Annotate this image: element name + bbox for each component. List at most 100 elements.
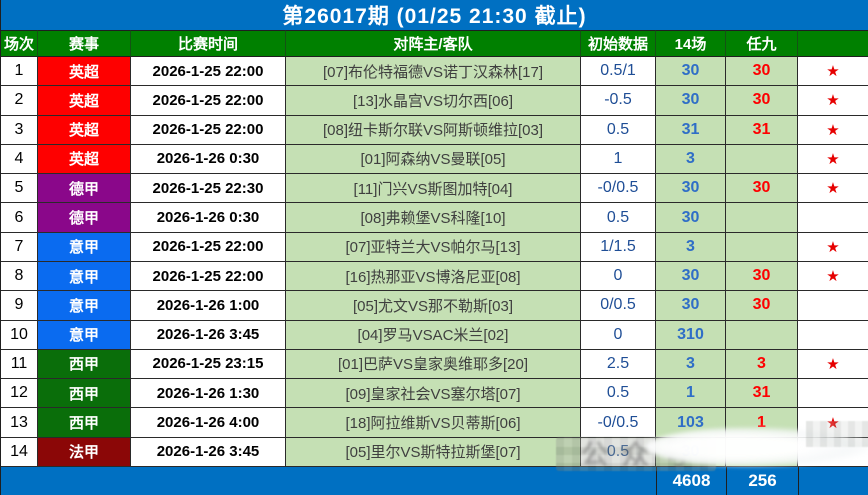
match-teams: [01]巴萨VS皇家奥维耶多[20] (286, 349, 581, 380)
header-star (798, 30, 868, 57)
table-header: 场次 赛事 比赛时间 对阵主/客队 初始数据 14场 任九 (1, 30, 868, 57)
star-icon (798, 437, 868, 467)
match-teams: [07]亚特兰大VS帕尔马[13] (286, 232, 581, 262)
star-icon (798, 291, 868, 321)
value-ren9: 3 (726, 349, 798, 380)
league-badge: 西甲 (38, 349, 131, 380)
total-14-games: 4608 (656, 467, 726, 495)
league-badge: 英超 (38, 57, 131, 87)
match-teams: [07]布伦特福德VS诺丁汉森林[17] (286, 57, 581, 87)
value-14-games: 30 (656, 291, 726, 321)
match-number: 4 (1, 144, 38, 175)
star-icon (798, 203, 868, 233)
match-number: 13 (1, 408, 38, 438)
value-14-games: 30 (656, 261, 726, 292)
table-row: 10 意甲 2026-1-26 3:45 [04]罗马VSAC米兰[02] 0 … (1, 320, 868, 350)
match-number: 14 (1, 437, 38, 467)
value-14-games: 31 (656, 115, 726, 145)
initial-odds: 0.5 (581, 203, 656, 233)
match-number: 5 (1, 174, 38, 204)
star-icon (798, 320, 868, 350)
header-teams: 对阵主/客队 (286, 30, 581, 57)
value-ren9: 30 (726, 291, 798, 321)
table-row: 1 英超 2026-1-25 22:00 [07]布伦特福德VS诺丁汉森林[17… (1, 57, 868, 87)
match-time: 2026-1-26 1:00 (131, 291, 286, 321)
league-badge: 西甲 (38, 408, 131, 438)
initial-odds: 0/0.5 (581, 291, 656, 321)
match-number: 1 (1, 57, 38, 87)
initial-odds: -0.5 (581, 86, 656, 116)
initial-odds: -0/0.5 (581, 174, 656, 204)
match-number: 8 (1, 261, 38, 292)
value-ren9 (726, 203, 798, 233)
value-14-games: 310 (656, 320, 726, 350)
match-number: 2 (1, 86, 38, 116)
header-match-time: 比赛时间 (131, 30, 286, 57)
table-row: 8 意甲 2026-1-25 22:00 [16]热那亚VS博洛尼亚[08] 0… (1, 261, 868, 292)
table-row: 3 英超 2026-1-25 22:00 [08]纽卡斯尔联VS阿斯顿维拉[03… (1, 115, 868, 145)
value-ren9: 30 (726, 174, 798, 204)
match-teams: [04]罗马VSAC米兰[02] (286, 320, 581, 350)
value-14-games: 1 (656, 379, 726, 409)
initial-odds: 0.5 (581, 379, 656, 409)
league-badge: 英超 (38, 86, 131, 116)
totals-bar: 4608 256 (1, 467, 868, 495)
title-bar: 第26017期 (01/25 21:30 截止) (1, 0, 868, 30)
match-time: 2026-1-25 22:00 (131, 115, 286, 145)
star-icon: ★ (798, 408, 868, 438)
match-time: 2026-1-26 3:45 (131, 320, 286, 350)
value-14-games: 30 (656, 174, 726, 204)
value-ren9: 31 (726, 379, 798, 409)
match-teams: [05]尤文VS那不勒斯[03] (286, 291, 581, 321)
match-time: 2026-1-25 22:00 (131, 232, 286, 262)
value-ren9: 30 (726, 57, 798, 87)
header-league: 赛事 (38, 30, 131, 57)
header-match-number: 场次 (1, 30, 38, 57)
value-ren9 (726, 437, 798, 467)
match-teams: [08]弗赖堡VS科隆[10] (286, 203, 581, 233)
table-row: 7 意甲 2026-1-25 22:00 [07]亚特兰大VS帕尔马[13] 1… (1, 232, 868, 262)
match-number: 9 (1, 291, 38, 321)
header-initial-data: 初始数据 (581, 30, 656, 57)
star-icon: ★ (798, 261, 868, 292)
league-badge: 德甲 (38, 203, 131, 233)
value-ren9 (726, 320, 798, 350)
star-icon: ★ (798, 86, 868, 116)
page-title: 第26017期 (01/25 21:30 截止) (282, 5, 587, 28)
star-icon: ★ (798, 232, 868, 262)
match-time: 2026-1-26 1:30 (131, 379, 286, 409)
initial-odds: 1/1.5 (581, 232, 656, 262)
initial-odds: 0.5/1 (581, 57, 656, 87)
table-row: 14 法甲 2026-1-26 3:45 [05]里尔VS斯特拉斯堡[07] 0… (1, 437, 868, 467)
table-row: 13 西甲 2026-1-26 4:00 [18]阿拉维斯VS贝蒂斯[06] -… (1, 408, 868, 438)
value-ren9: 1 (726, 408, 798, 438)
star-icon: ★ (798, 349, 868, 380)
league-badge: 意甲 (38, 320, 131, 350)
value-14-games: 3 (656, 232, 726, 262)
match-time: 2026-1-26 4:00 (131, 408, 286, 438)
league-badge: 法甲 (38, 437, 131, 467)
league-badge: 意甲 (38, 261, 131, 292)
table-row: 9 意甲 2026-1-26 1:00 [05]尤文VS那不勒斯[03] 0/0… (1, 291, 868, 321)
value-ren9: 31 (726, 115, 798, 145)
table-body: 1 英超 2026-1-25 22:00 [07]布伦特福德VS诺丁汉森林[17… (1, 57, 868, 467)
match-time: 2026-1-26 0:30 (131, 203, 286, 233)
league-badge: 西甲 (38, 379, 131, 409)
league-badge: 意甲 (38, 291, 131, 321)
star-icon (798, 379, 868, 409)
league-badge: 意甲 (38, 232, 131, 262)
match-time: 2026-1-26 3:45 (131, 437, 286, 467)
match-time: 2026-1-25 22:00 (131, 261, 286, 292)
match-number: 12 (1, 379, 38, 409)
value-14-games: 30 (656, 203, 726, 233)
value-ren9: 30 (726, 261, 798, 292)
table-row: 2 英超 2026-1-25 22:00 [13]水晶宫VS切尔西[06] -0… (1, 86, 868, 116)
value-14-games: 103 (656, 408, 726, 438)
table-row: 4 英超 2026-1-26 0:30 [01]阿森纳VS曼联[05] 1 3 … (1, 144, 868, 175)
table-row: 11 西甲 2026-1-25 23:15 [01]巴萨VS皇家奥维耶多[20]… (1, 349, 868, 380)
match-number: 7 (1, 232, 38, 262)
table-row: 12 西甲 2026-1-26 1:30 [09]皇家社会VS塞尔塔[07] 0… (1, 379, 868, 409)
star-icon: ★ (798, 57, 868, 87)
match-teams: [05]里尔VS斯特拉斯堡[07] (286, 437, 581, 467)
